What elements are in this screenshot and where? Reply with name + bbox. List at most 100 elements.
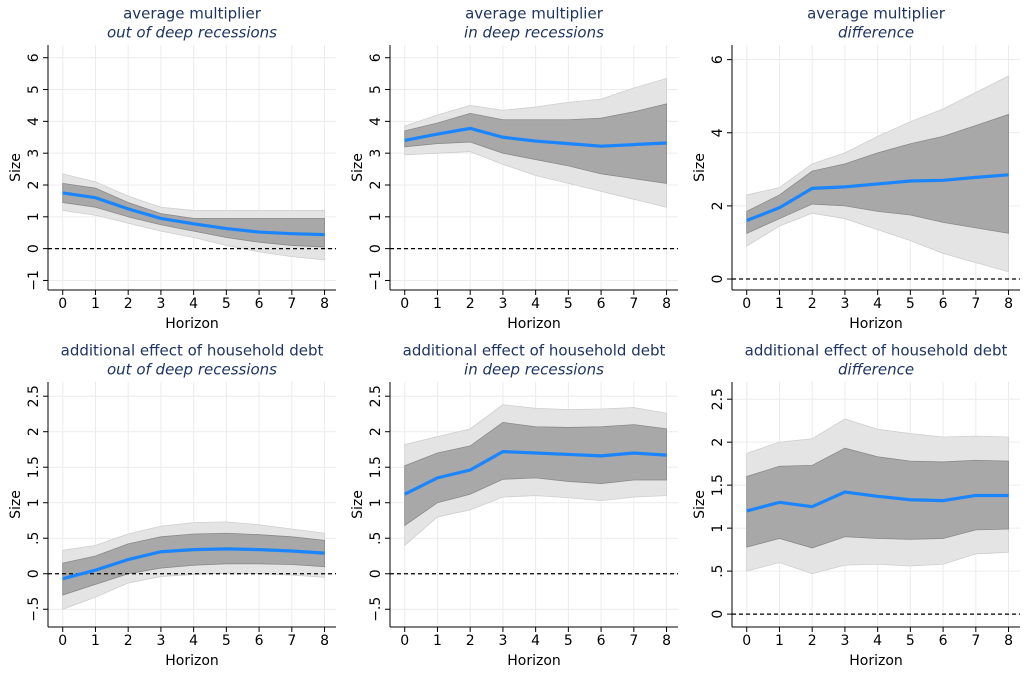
y-tick-label: 0: [710, 610, 726, 619]
y-tick-label: 1: [26, 212, 42, 221]
x-tick-label: 8: [662, 633, 671, 649]
y-axis-label: Size: [692, 490, 708, 519]
x-tick-label: 8: [662, 296, 671, 312]
x-tick-label: 3: [840, 633, 849, 649]
y-tick-label: 0: [368, 244, 384, 253]
y-tick-label: 6: [368, 53, 384, 62]
y-axis-label: Size: [692, 153, 708, 182]
panel-subtitle: out of deep recessions: [107, 361, 277, 379]
x-tick-label: 0: [742, 633, 751, 649]
y-tick-label: 1: [368, 212, 384, 221]
estimate-line: [404, 126, 667, 148]
x-tick-label: 3: [498, 296, 507, 312]
x-tick-label: 0: [400, 633, 409, 649]
y-tick-label: 2: [26, 181, 42, 190]
x-tick-label: 6: [597, 296, 606, 312]
x-tick-label: 4: [189, 296, 198, 312]
y-tick-label: 6: [26, 53, 42, 62]
y-tick-label: −.5: [26, 597, 42, 622]
x-axis-label: Horizon: [165, 316, 219, 332]
y-tick-label: 2.5: [710, 388, 726, 410]
y-tick-label: 4: [26, 117, 42, 126]
panel-title: additional effect of household debt: [745, 342, 1008, 360]
panel-title: average multiplier: [465, 5, 604, 23]
panel-subtitle: difference: [838, 361, 914, 379]
y-tick-label: −.5: [368, 597, 384, 622]
panel-subtitle: in deep recessions: [464, 361, 604, 379]
x-tick-label: 1: [433, 296, 442, 312]
y-tick-label: 1: [368, 498, 384, 507]
y-tick-label: 0: [710, 275, 726, 284]
y-tick-label: 6: [710, 55, 726, 64]
x-tick-label: 2: [466, 633, 475, 649]
y-tick-label: 1.5: [26, 456, 42, 478]
x-tick-label: 2: [124, 633, 133, 649]
y-tick-label: 5: [368, 85, 384, 94]
y-tick-label: 2: [710, 438, 726, 447]
x-tick-label: 5: [906, 633, 915, 649]
panel: additional effect of household debtdiffe…: [692, 342, 1020, 669]
panel-title: average multiplier: [807, 5, 946, 23]
x-tick-label: 1: [775, 633, 784, 649]
y-tick-label: 1: [710, 524, 726, 533]
x-axis-label: Horizon: [849, 653, 903, 669]
y-tick-label: 0: [26, 569, 42, 578]
y-tick-label: 3: [368, 149, 384, 158]
confidence-band: [746, 113, 1009, 234]
x-tick-label: 4: [873, 633, 882, 649]
x-tick-label: 3: [840, 296, 849, 312]
x-tick-label: 8: [1004, 296, 1013, 312]
estimate-line: [62, 547, 325, 581]
y-tick-label: 5: [26, 85, 42, 94]
x-tick-label: 1: [433, 633, 442, 649]
y-tick-label: 2: [368, 181, 384, 190]
y-tick-label: −1: [368, 270, 384, 291]
y-tick-label: 0: [368, 569, 384, 578]
y-tick-label: −1: [26, 270, 42, 291]
x-tick-label: 2: [808, 633, 817, 649]
x-tick-label: 8: [1004, 633, 1013, 649]
y-tick-label: 1.5: [710, 474, 726, 496]
x-axis-label: Horizon: [165, 653, 219, 669]
x-tick-label: 6: [597, 633, 606, 649]
x-tick-label: 3: [156, 296, 165, 312]
x-tick-label: 5: [222, 296, 231, 312]
estimate-line: [62, 191, 325, 237]
x-axis-label: Horizon: [507, 316, 561, 332]
x-axis-label: Horizon: [507, 653, 561, 669]
panel-title: additional effect of household debt: [403, 342, 666, 360]
x-tick-label: 6: [255, 296, 264, 312]
y-tick-label: .5: [710, 564, 726, 577]
y-tick-label: 0: [26, 244, 42, 253]
y-tick-label: 1: [26, 498, 42, 507]
y-axis-label: Size: [350, 153, 366, 182]
x-tick-label: 4: [189, 633, 198, 649]
x-tick-label: 0: [742, 296, 751, 312]
x-tick-label: 3: [156, 633, 165, 649]
y-tick-label: 4: [368, 117, 384, 126]
y-axis-label: Size: [8, 490, 24, 519]
x-tick-label: 2: [808, 296, 817, 312]
y-tick-label: 4: [710, 128, 726, 137]
y-tick-label: 2.5: [368, 385, 384, 407]
x-tick-label: 0: [400, 296, 409, 312]
estimate-line: [746, 173, 1009, 223]
x-tick-label: 7: [287, 296, 296, 312]
confidence-band: [404, 422, 667, 527]
x-tick-label: 7: [971, 296, 980, 312]
y-tick-label: 2.5: [26, 385, 42, 407]
y-tick-label: 2: [26, 427, 42, 436]
estimate-line: [746, 490, 1009, 513]
x-tick-label: 1: [91, 633, 100, 649]
x-tick-label: 8: [320, 633, 329, 649]
panel-subtitle: in deep recessions: [464, 24, 604, 42]
x-tick-label: 4: [531, 633, 540, 649]
panel-subtitle: out of deep recessions: [107, 24, 277, 42]
x-tick-label: 5: [906, 296, 915, 312]
x-tick-label: 1: [91, 296, 100, 312]
